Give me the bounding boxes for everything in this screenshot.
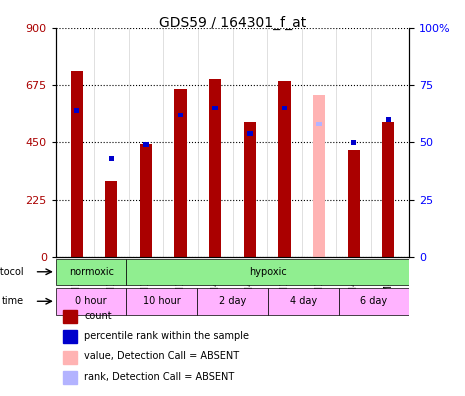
FancyBboxPatch shape xyxy=(126,259,409,285)
FancyBboxPatch shape xyxy=(56,259,126,285)
FancyBboxPatch shape xyxy=(56,288,126,314)
Bar xyxy=(74,108,80,112)
Bar xyxy=(316,122,322,126)
Text: 6 day: 6 day xyxy=(360,296,387,306)
Bar xyxy=(178,112,183,117)
Bar xyxy=(382,122,394,257)
Bar xyxy=(348,150,360,257)
Text: 0 hour: 0 hour xyxy=(75,296,107,306)
Bar xyxy=(351,140,357,145)
Text: rank, Detection Call = ABSENT: rank, Detection Call = ABSENT xyxy=(84,371,234,382)
Text: 4 day: 4 day xyxy=(290,296,317,306)
Text: percentile rank within the sample: percentile rank within the sample xyxy=(84,331,249,341)
Bar xyxy=(213,106,218,110)
Text: 2 day: 2 day xyxy=(219,296,246,306)
Text: value, Detection Call = ABSENT: value, Detection Call = ABSENT xyxy=(84,351,239,362)
Bar xyxy=(279,81,291,257)
Bar xyxy=(105,181,117,257)
Text: protocol: protocol xyxy=(0,267,24,277)
FancyBboxPatch shape xyxy=(197,288,268,314)
FancyBboxPatch shape xyxy=(339,288,409,314)
Bar xyxy=(63,310,77,323)
Bar xyxy=(63,371,77,384)
Bar xyxy=(63,350,77,364)
Text: count: count xyxy=(84,311,112,321)
Bar xyxy=(385,117,391,122)
Bar xyxy=(313,95,325,257)
Text: GDS59 / 164301_f_at: GDS59 / 164301_f_at xyxy=(159,16,306,30)
Bar xyxy=(174,89,186,257)
Bar xyxy=(71,71,83,257)
Text: 10 hour: 10 hour xyxy=(143,296,181,306)
FancyBboxPatch shape xyxy=(126,288,197,314)
Bar xyxy=(63,330,77,343)
Bar xyxy=(209,79,221,257)
Text: hypoxic: hypoxic xyxy=(249,267,287,277)
Text: normoxic: normoxic xyxy=(69,267,113,277)
Bar xyxy=(244,122,256,257)
Bar xyxy=(143,143,149,147)
Bar xyxy=(247,131,252,135)
Bar xyxy=(108,156,114,161)
FancyBboxPatch shape xyxy=(268,288,339,314)
Bar xyxy=(140,144,152,257)
Bar xyxy=(282,106,287,110)
Text: time: time xyxy=(2,296,24,306)
